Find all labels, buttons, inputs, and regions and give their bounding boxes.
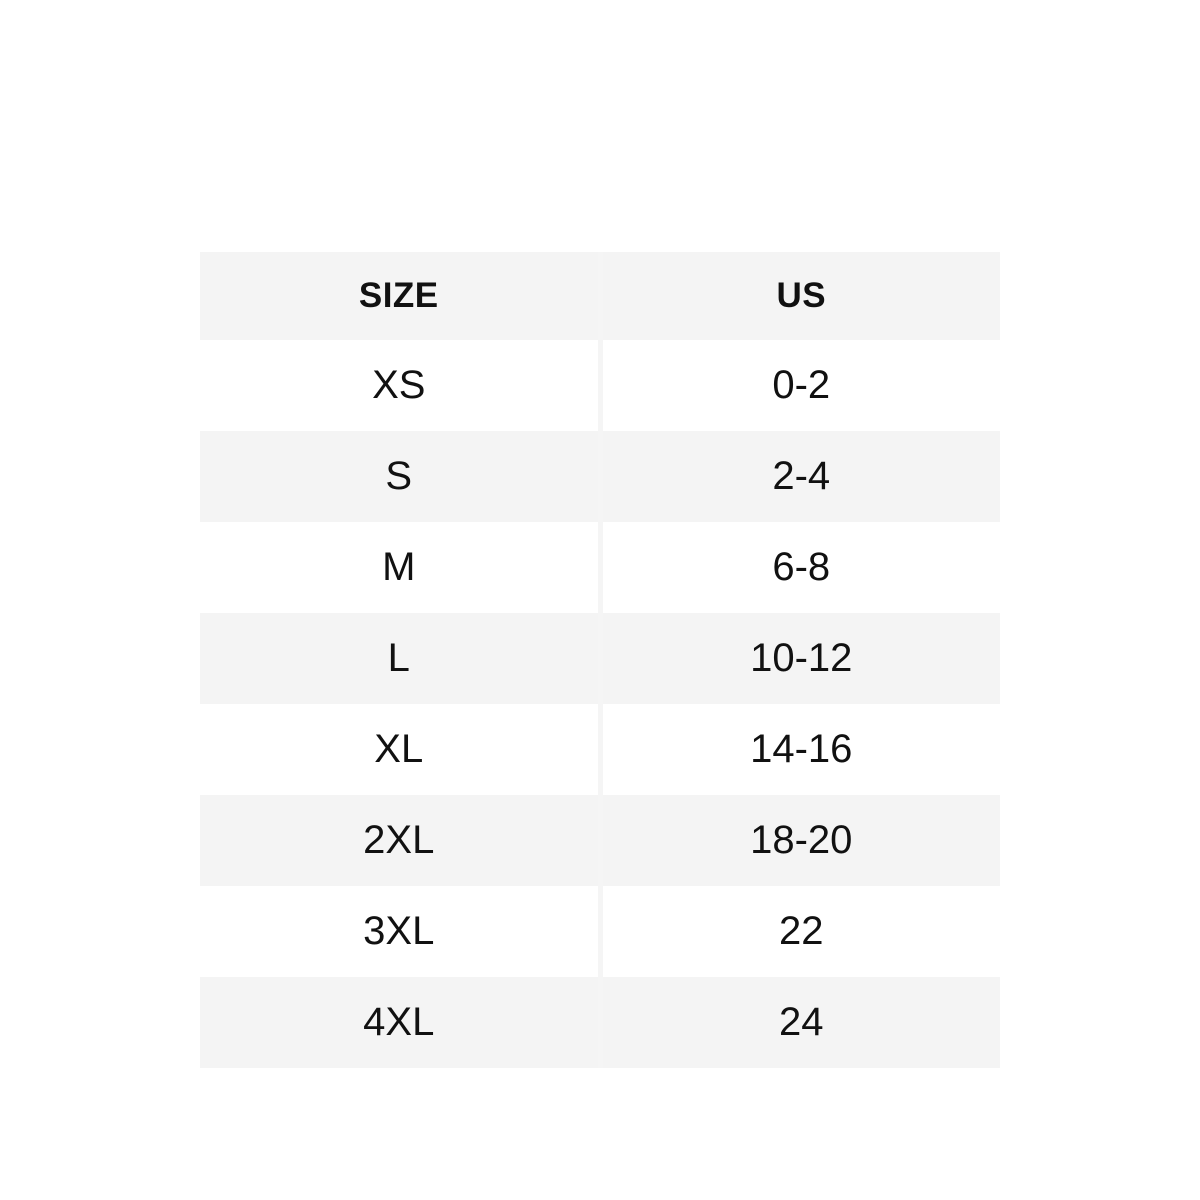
us-cell: 22 xyxy=(597,886,1000,977)
size-cell: L xyxy=(200,613,600,704)
table-header: SIZE US xyxy=(200,252,1000,340)
size-cell: 3XL xyxy=(200,886,600,977)
table-row: S 2-4 xyxy=(200,431,1000,522)
size-cell: XL xyxy=(200,704,600,795)
size-cell: 2XL xyxy=(200,795,600,886)
table-row: 3XL 22 xyxy=(200,886,1000,977)
table-row: 2XL 18-20 xyxy=(200,795,1000,886)
us-cell: 18-20 xyxy=(597,795,1000,886)
us-cell: 6-8 xyxy=(597,522,1000,613)
column-header-us: US xyxy=(597,252,1000,340)
size-cell: S xyxy=(200,431,600,522)
size-cell: XS xyxy=(200,340,600,431)
table-row: M 6-8 xyxy=(200,522,1000,613)
us-cell: 0-2 xyxy=(597,340,1000,431)
table-row: XS 0-2 xyxy=(200,340,1000,431)
us-cell: 24 xyxy=(597,977,1000,1068)
header-row: SIZE US xyxy=(200,252,1000,340)
us-cell: 10-12 xyxy=(597,613,1000,704)
size-cell: 4XL xyxy=(200,977,600,1068)
table-body: XS 0-2 S 2-4 M 6-8 L 10-12 XL 14-16 2XL 18-20 3XL 22 4… xyxy=(200,340,1000,1068)
table-row: L 10-12 xyxy=(200,613,1000,704)
size-cell: M xyxy=(200,522,600,613)
us-cell: 14-16 xyxy=(597,704,1000,795)
column-header-size: SIZE xyxy=(200,252,600,340)
table-row: XL 14-16 xyxy=(200,704,1000,795)
table-row: 4XL 24 xyxy=(200,977,1000,1068)
size-chart-table: SIZE US XS 0-2 S 2-4 M 6-8 L 10-12 XL 14-16 2XL 18-… xyxy=(200,252,1000,1068)
us-cell: 2-4 xyxy=(597,431,1000,522)
